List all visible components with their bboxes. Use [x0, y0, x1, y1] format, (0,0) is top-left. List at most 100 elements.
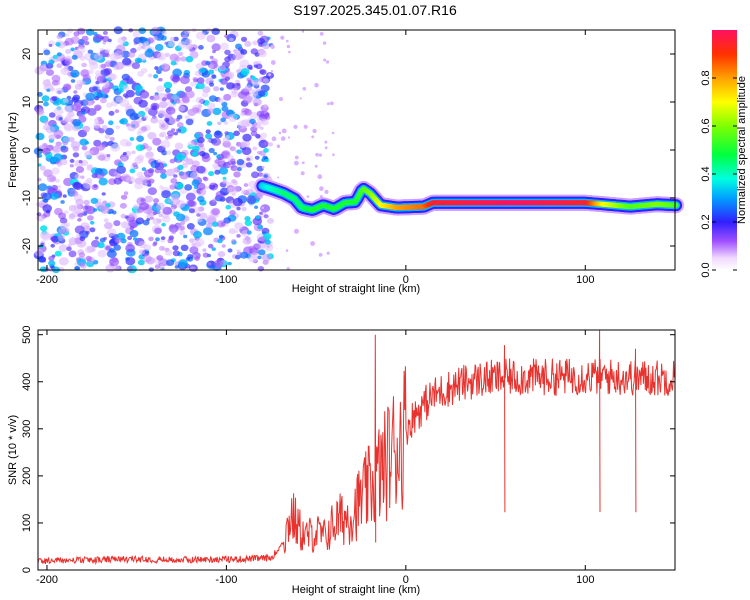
noise-blob: [303, 124, 308, 129]
noise-blob: [87, 108, 97, 116]
noise-blob: [152, 211, 158, 216]
noise-blob: [136, 154, 145, 161]
noise-blob: [162, 206, 172, 215]
noise-blob: [205, 214, 216, 223]
noise-blob: [140, 126, 147, 132]
noise-blob: [56, 52, 62, 57]
noise-blob: [79, 55, 86, 61]
noise-blob: [166, 130, 175, 137]
noise-blob: [225, 204, 231, 210]
noise-blob: [224, 76, 230, 81]
noise-blob: [312, 128, 317, 134]
noise-blob: [100, 63, 107, 69]
noise-blob: [154, 264, 161, 269]
noise-blob: [81, 62, 87, 68]
noise-blob: [147, 73, 153, 78]
noise-blob: [122, 85, 130, 92]
noise-blob: [176, 114, 183, 120]
noise-blob: [78, 160, 83, 164]
noise-blob: [123, 191, 129, 196]
noise-blob: [192, 206, 201, 214]
noise-blob: [192, 77, 198, 82]
noise-blob: [168, 224, 179, 233]
noise-blob: [279, 97, 283, 101]
noise-blob: [157, 210, 162, 214]
noise-blob: [72, 119, 81, 127]
noise-blob: [257, 255, 262, 260]
noise-blob: [90, 100, 96, 104]
noise-blob: [113, 177, 123, 185]
noise-blob: [251, 171, 259, 179]
noise-blob: [131, 80, 136, 85]
noise-blob: [243, 183, 249, 187]
noise-blob: [243, 108, 252, 116]
noise-blob: [137, 259, 145, 266]
noise-blob: [109, 73, 118, 80]
noise-blob: [114, 237, 122, 244]
noise-blob: [194, 238, 205, 247]
noise-blob: [46, 144, 54, 151]
noise-blob: [206, 121, 213, 126]
noise-blob: [70, 47, 75, 52]
noise-blob: [219, 87, 224, 91]
noise-blob: [150, 26, 161, 35]
noise-blob: [63, 123, 74, 132]
noise-blob: [92, 208, 98, 212]
noise-blob: [331, 131, 335, 135]
noise-blob: [58, 266, 65, 272]
noise-blob: [69, 158, 75, 163]
colorbar-tick-label: 0.0: [700, 262, 712, 277]
noise-blob: [263, 214, 269, 219]
noise-blob: [176, 182, 184, 189]
noise-blob: [37, 163, 42, 167]
noise-blob: [146, 180, 152, 184]
noise-blob: [121, 73, 130, 81]
noise-blob: [208, 171, 215, 177]
noise-blob: [248, 245, 256, 252]
spectrogram-y-tick-label: 20: [21, 48, 33, 60]
noise-blob: [65, 49, 72, 54]
noise-blob: [102, 30, 108, 35]
noise-blob: [115, 44, 126, 53]
noise-blob: [261, 42, 270, 50]
noise-blob: [285, 249, 289, 252]
noise-blob: [82, 125, 91, 133]
noise-blob: [174, 56, 182, 62]
noise-blob: [216, 154, 221, 159]
noise-blob: [185, 257, 191, 261]
noise-blob: [173, 131, 178, 136]
noise-blob: [301, 161, 305, 165]
colorbar-label: Normalized spectral amplitude: [736, 76, 748, 224]
noise-blob: [89, 61, 99, 70]
noise-blob: [212, 163, 218, 169]
noise-blob: [191, 107, 197, 113]
noise-blob: [241, 147, 252, 156]
noise-blob: [72, 124, 80, 132]
noise-blob: [88, 150, 94, 155]
noise-blob: [67, 136, 75, 143]
noise-blob: [132, 30, 141, 38]
noise-blob: [157, 110, 166, 118]
noise-blob: [170, 99, 175, 103]
noise-blob: [96, 92, 104, 99]
noise-blob: [126, 176, 136, 184]
noise-blob: [156, 254, 164, 261]
noise-blob: [141, 167, 147, 172]
noise-blob: [243, 95, 253, 104]
noise-blob: [230, 158, 236, 163]
spectrogram-y-tick-label: 0: [21, 147, 33, 153]
noise-blob: [189, 171, 200, 180]
noise-blob: [85, 255, 92, 262]
noise-blob: [209, 184, 216, 190]
noise-blob: [59, 158, 68, 166]
noise-blob: [100, 97, 107, 104]
noise-blob: [241, 206, 247, 212]
noise-blob: [209, 55, 214, 60]
noise-blob: [147, 187, 157, 196]
noise-blob: [171, 197, 181, 206]
noise-blob: [227, 186, 236, 194]
noise-blob: [101, 85, 111, 93]
noise-blob: [254, 192, 263, 200]
noise-blob: [183, 234, 188, 239]
